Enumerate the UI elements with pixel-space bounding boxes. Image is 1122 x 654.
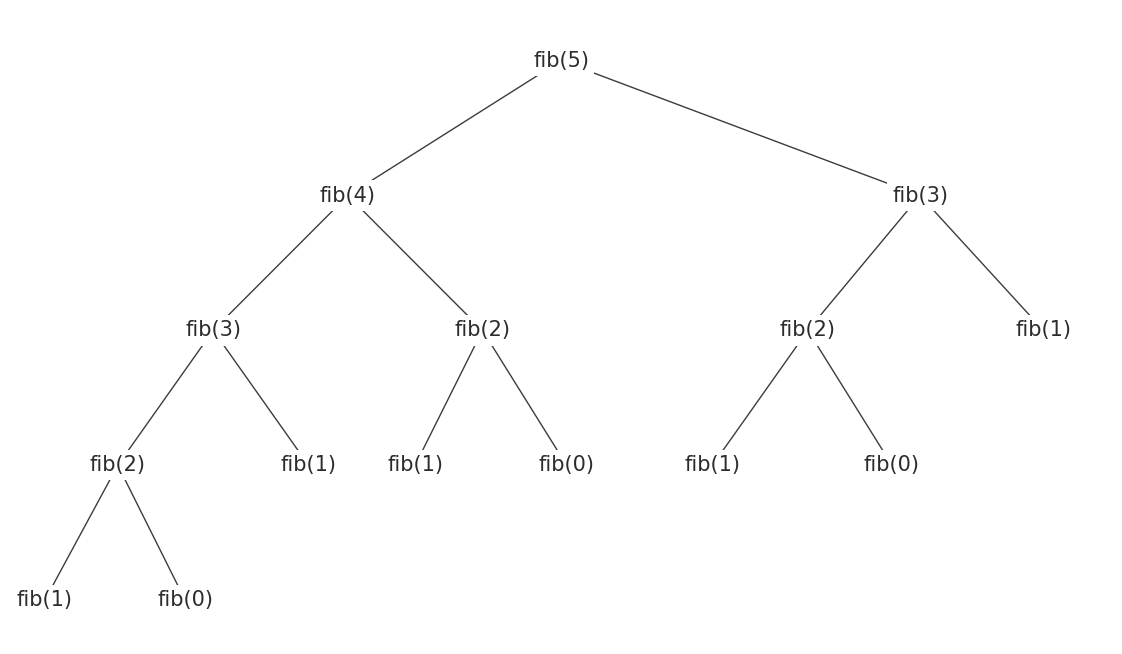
Text: fib(1): fib(1) xyxy=(17,590,73,610)
Text: fib(1): fib(1) xyxy=(387,455,443,475)
Text: fib(5): fib(5) xyxy=(533,50,589,71)
Text: fib(1): fib(1) xyxy=(684,455,741,475)
Text: fib(3): fib(3) xyxy=(185,320,241,340)
Text: fib(2): fib(2) xyxy=(454,320,511,340)
Text: fib(2): fib(2) xyxy=(90,455,146,475)
Text: fib(2): fib(2) xyxy=(780,320,836,340)
Text: fib(0): fib(0) xyxy=(539,455,595,475)
Text: fib(1): fib(1) xyxy=(280,455,337,475)
Text: fib(0): fib(0) xyxy=(864,455,920,475)
Text: fib(4): fib(4) xyxy=(320,186,376,205)
Text: fib(1): fib(1) xyxy=(1015,320,1072,340)
Text: fib(3): fib(3) xyxy=(892,186,948,205)
Text: fib(0): fib(0) xyxy=(157,590,213,610)
